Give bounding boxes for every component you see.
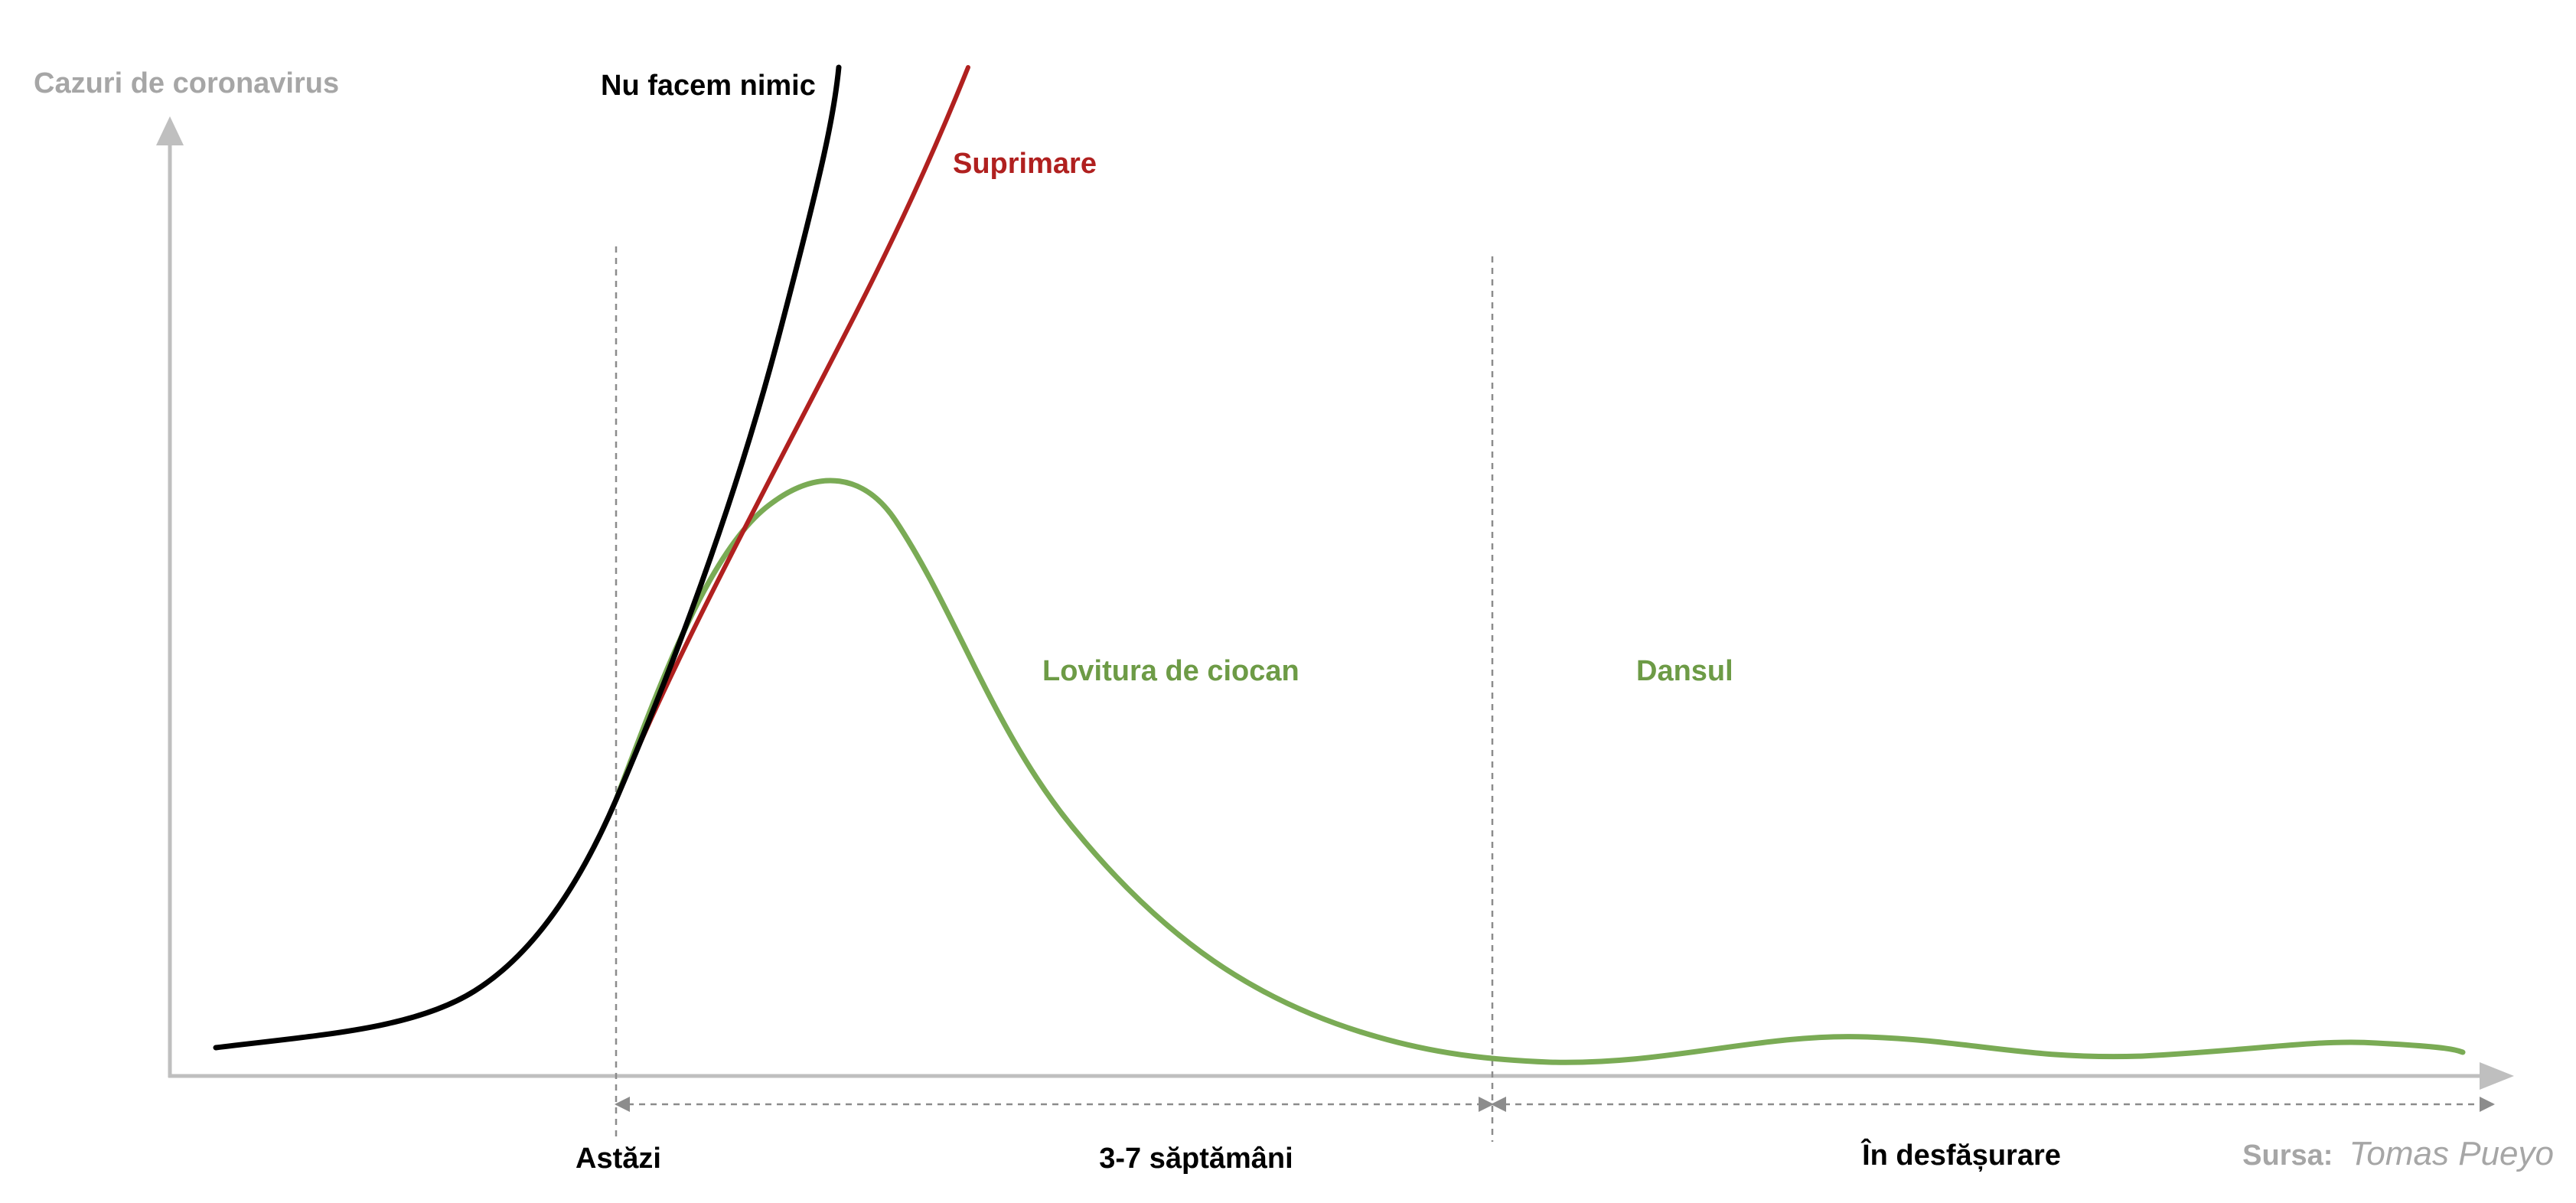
period-label-today: Astăzi [576, 1143, 661, 1175]
series-label-do-nothing: Nu facem nimic [601, 70, 816, 102]
y-axis-arrowhead [156, 116, 184, 145]
period-label-dance: În desfășurare [1860, 1138, 2061, 1172]
region-label-hammer: Lovitura de ciocan [1042, 655, 1299, 687]
source-prefix: Sursa: [2242, 1139, 2333, 1172]
series-label-suppression: Suprimare [953, 148, 1097, 180]
series-line-suppression [614, 65, 970, 802]
source-author: Tomas Pueyo [2349, 1135, 2554, 1172]
source-credit: Sursa: Tomas Pueyo [2242, 1135, 2554, 1172]
series-line-hammer [613, 478, 2466, 1065]
x-axis-arrowhead [2480, 1062, 2514, 1090]
y-axis-label: Cazuri de coronavirus [34, 67, 339, 99]
period-label-hammer: 3-7 săptămâni [1099, 1143, 1293, 1175]
series-line-do-nothing [213, 64, 842, 1051]
region-label-dance: Dansul [1636, 655, 1733, 687]
